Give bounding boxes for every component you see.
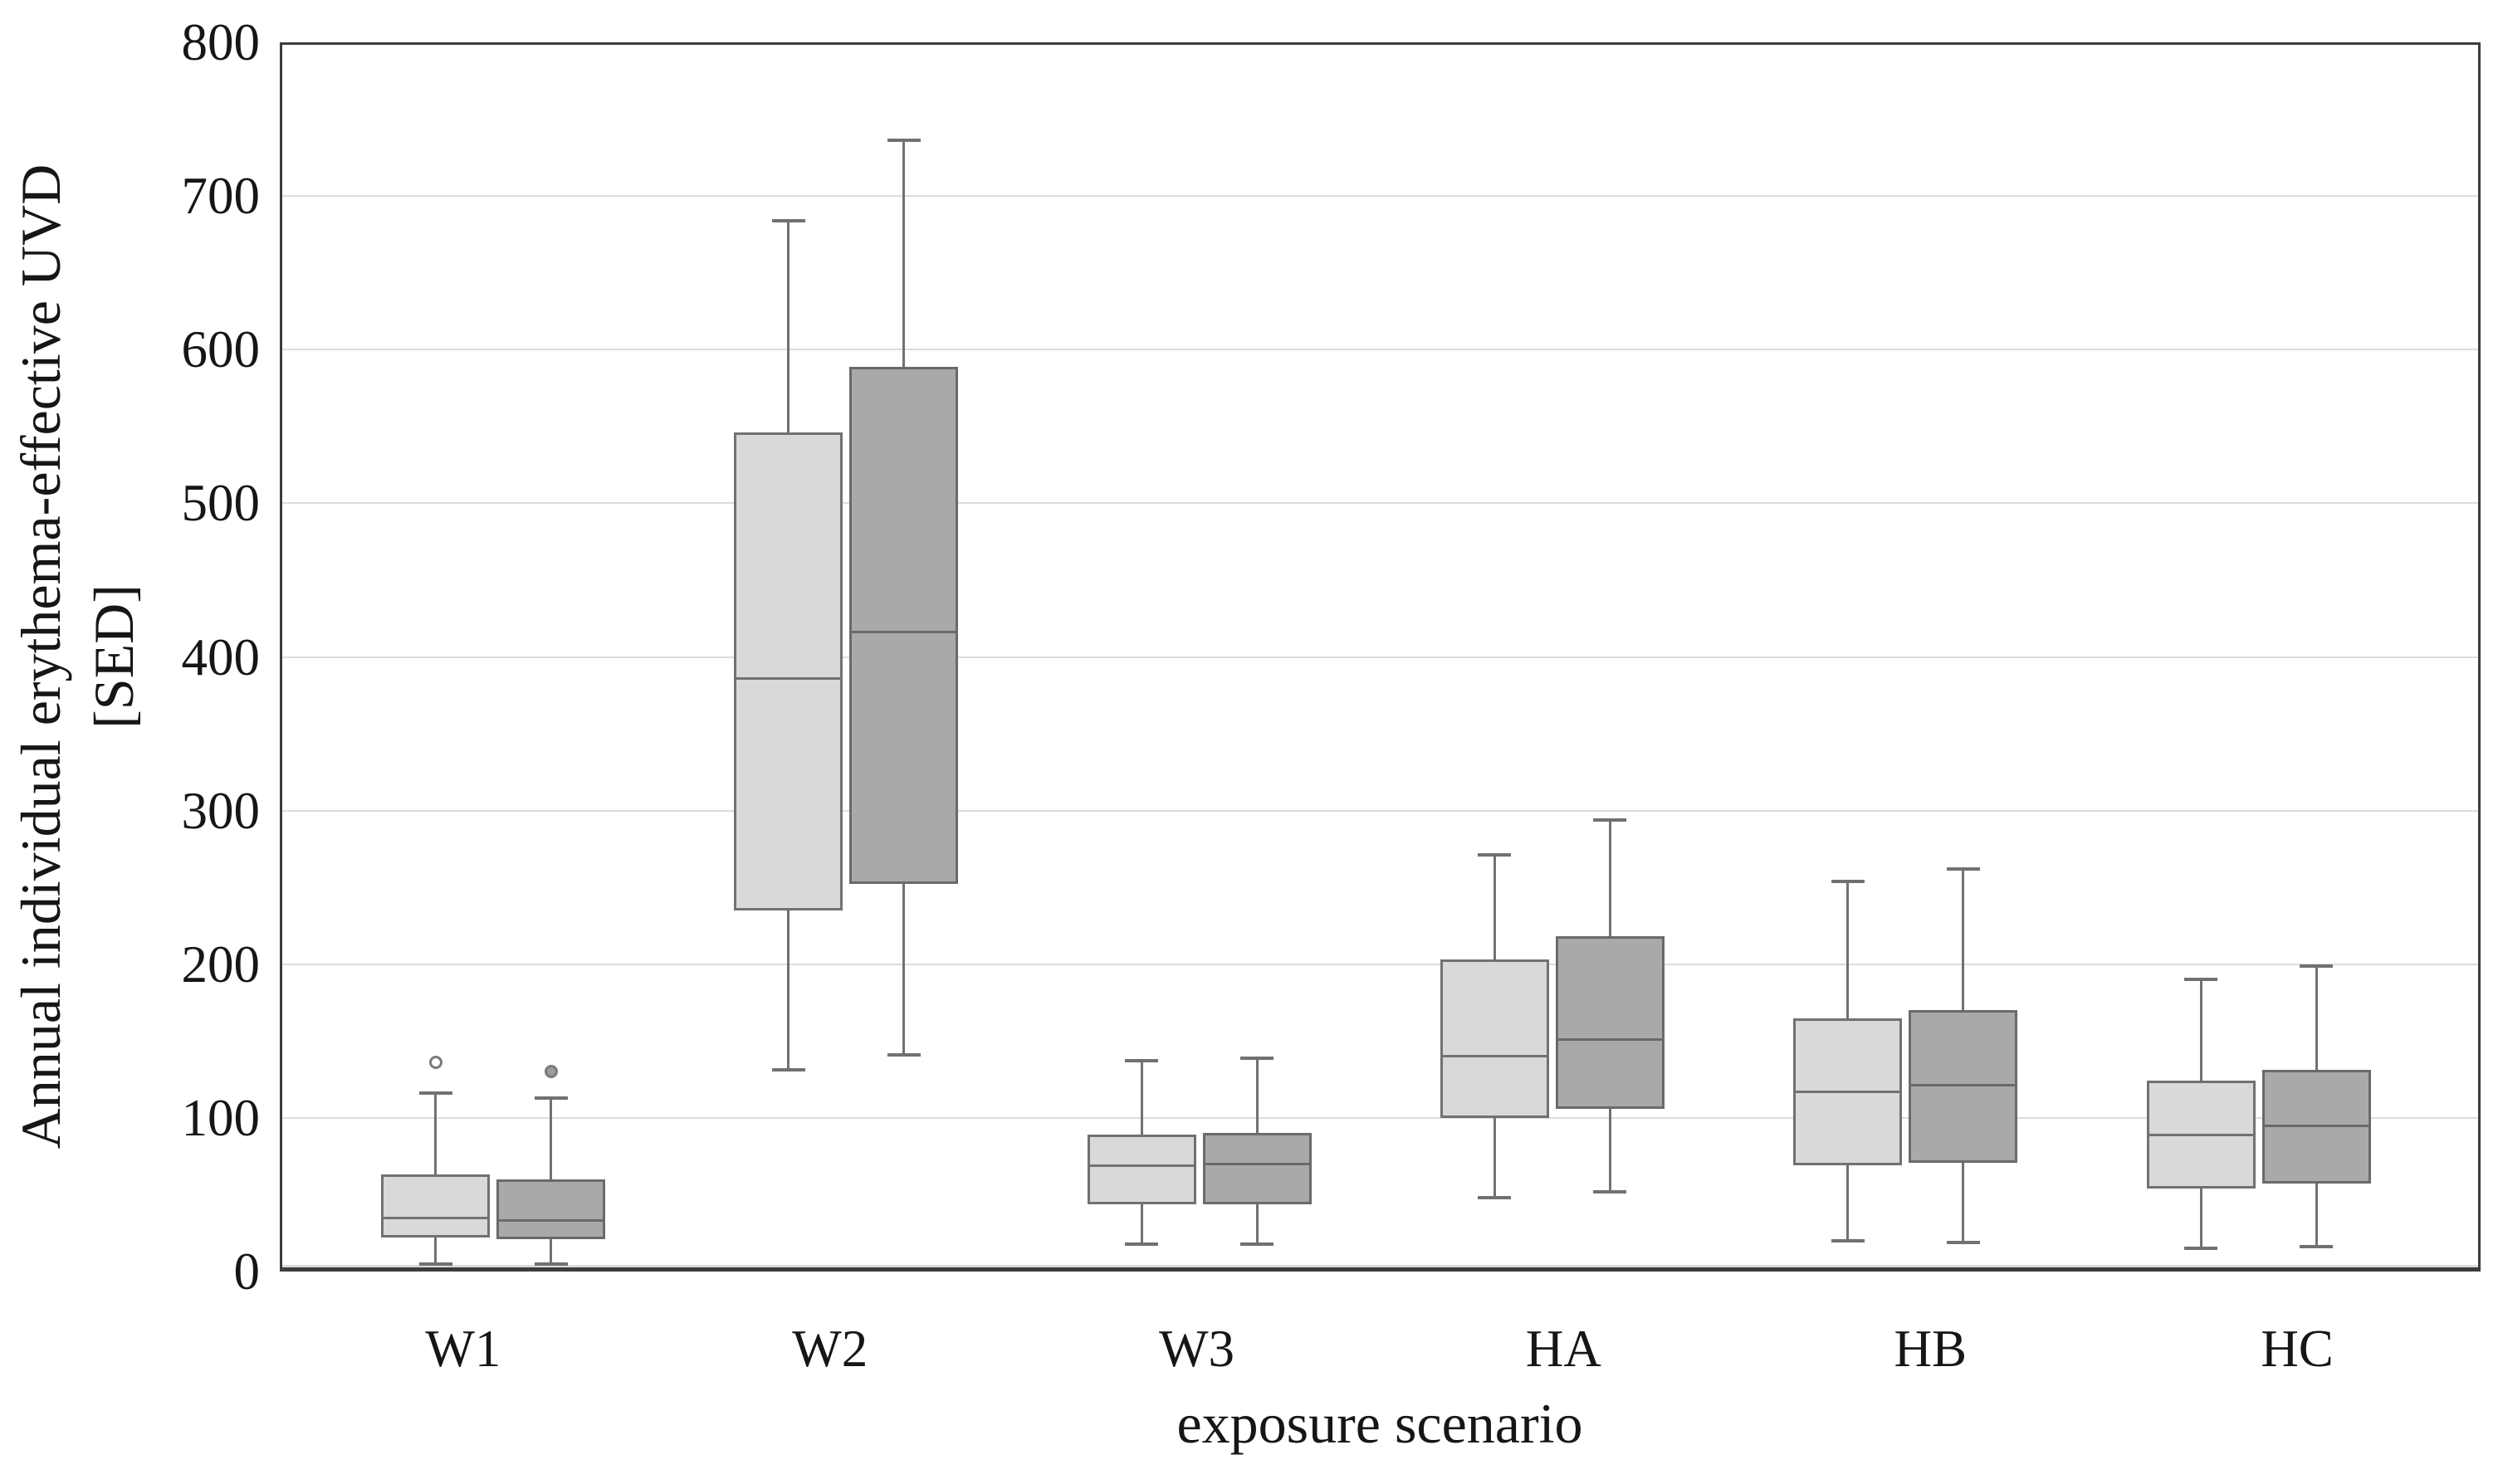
boxes-dark-W2-whisker-cap-bottom: [887, 1052, 921, 1057]
boxes-dark-HB-median: [1909, 1084, 2018, 1087]
boxes-dark-HC-box: [2261, 1070, 2371, 1184]
boxes-dark-HA-median: [1555, 1037, 1665, 1041]
y-tick-label-500: 500: [181, 474, 261, 533]
y-tick-label-100: 100: [181, 1088, 261, 1147]
y-tick-label-700: 700: [181, 167, 261, 226]
boxes-dark-HB-whisker-cap-bottom: [1946, 1240, 1980, 1244]
boxes-light-HA-median: [1440, 1055, 1549, 1058]
gridline-200: [282, 963, 2478, 965]
y-tick-label-400: 400: [181, 627, 261, 686]
boxes-light-HB-whisker-cap-bottom: [1831, 1238, 1865, 1242]
axis-inner-edge: [282, 1265, 2478, 1267]
boxes-dark-HC-median: [2261, 1124, 2371, 1127]
boxes-light-W2-median: [734, 676, 843, 680]
boxes-light-W3-whisker-cap-top: [1125, 1059, 1159, 1063]
x-category-label-HB: HB: [1894, 1320, 1968, 1378]
boxes-dark-HA-whisker-cap-top: [1593, 818, 1627, 822]
boxes-light-W2-box: [734, 432, 843, 910]
gridline-400: [282, 656, 2478, 658]
boxes-light-W3-box: [1087, 1135, 1196, 1204]
boxes-dark-W3-median: [1202, 1162, 1312, 1165]
boxes-light-W1-box: [381, 1174, 490, 1238]
boxes-dark-W2-box: [849, 366, 959, 885]
boxes-dark-HB-whisker-cap-top: [1946, 866, 1980, 871]
x-category-label-HC: HC: [2261, 1320, 2334, 1378]
y-tick-label-800: 800: [181, 13, 261, 71]
boxes-light-HB-whisker-cap-top: [1831, 879, 1865, 883]
boxes-dark-W1-box: [496, 1179, 605, 1240]
boxes-light-W1-whisker-cap-bottom: [418, 1262, 452, 1266]
plot-border: [280, 42, 2481, 1272]
boxes-light-HA-box: [1440, 959, 1549, 1118]
y-tick-label-600: 600: [181, 320, 261, 379]
x-category-label-W3: W3: [1159, 1320, 1235, 1378]
y-tick-label-0: 0: [233, 1242, 261, 1301]
boxes-light-W3-median: [1087, 1164, 1196, 1167]
boxes-light-W2-whisker-cap-bottom: [771, 1068, 805, 1072]
boxes-light-HC-median: [2146, 1133, 2256, 1136]
y-tick-label-200: 200: [181, 935, 261, 993]
boxes-dark-HA-whisker-cap-bottom: [1593, 1189, 1627, 1194]
gridline-700: [282, 195, 2478, 198]
boxes-light-W1-median: [381, 1216, 490, 1219]
boxes-light-HC-whisker-cap-bottom: [2184, 1247, 2217, 1251]
boxes-dark-W3-box: [1202, 1133, 1312, 1204]
x-category-label-W2: W2: [792, 1320, 868, 1378]
boxes-light-W2-whisker-cap-top: [771, 218, 805, 222]
x-category-label-HA: HA: [1525, 1320, 1601, 1378]
boxes-dark-W3-whisker-cap-bottom: [1240, 1242, 1274, 1246]
boxes-dark-W1-median: [496, 1219, 605, 1223]
boxes-light-HA-whisker-cap-bottom: [1478, 1196, 1512, 1200]
boxes-dark-W2-whisker-cap-top: [887, 139, 921, 143]
x-category-label-W1: W1: [425, 1320, 501, 1378]
boxes-light-W3-whisker-cap-bottom: [1125, 1242, 1159, 1246]
boxes-dark-W2-median: [849, 631, 959, 634]
gridline-300: [282, 809, 2478, 812]
boxes-dark-W1-whisker-cap-bottom: [534, 1262, 568, 1266]
boxes-dark-W3-whisker-cap-top: [1240, 1056, 1274, 1060]
boxes-light-W1-whisker-cap-top: [418, 1091, 452, 1096]
boxes-dark-W1-outlier-0: [544, 1065, 558, 1079]
boxes-dark-HA-box: [1555, 936, 1665, 1109]
boxes-dark-W1-whisker-cap-top: [534, 1096, 568, 1100]
y-tick-label-300: 300: [181, 781, 261, 840]
boxes-dark-HC-whisker-cap-bottom: [2300, 1245, 2333, 1249]
boxes-light-HA-whisker-cap-top: [1478, 853, 1512, 857]
gridline-500: [282, 502, 2478, 505]
boxes-light-W1-outlier-0: [428, 1056, 442, 1070]
gridline-100: [282, 1116, 2478, 1119]
boxes-light-HC-whisker-cap-top: [2184, 978, 2217, 982]
gridline-600: [282, 349, 2478, 351]
x-axis-title: exposure scenario: [1176, 1392, 1583, 1455]
boxes-dark-HC-whisker-cap-top: [2300, 964, 2333, 968]
boxes-light-HB-median: [1793, 1090, 1903, 1093]
